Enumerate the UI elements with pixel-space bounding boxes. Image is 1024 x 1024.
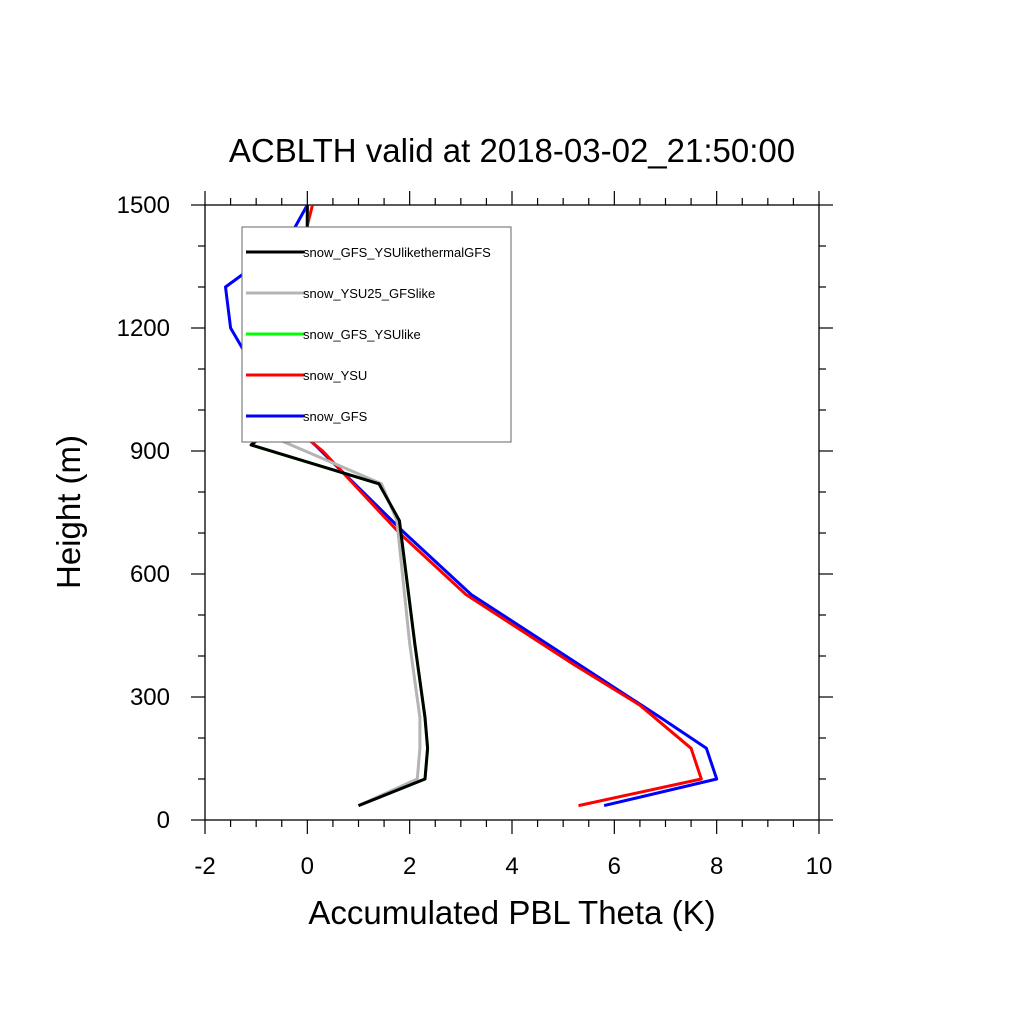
legend-label: snow_GFS_YSUlikethermalGFS (303, 245, 491, 260)
y-tick-label: 0 (157, 807, 170, 834)
legend: snow_GFS_YSUlikethermalGFS snow_YSU25_GFS… (241, 226, 512, 443)
x-tick-label: 10 (806, 853, 833, 880)
x-tick-label: 0 (301, 853, 314, 880)
y-tick-label: 300 (130, 684, 170, 711)
x-tick-label: 4 (505, 853, 518, 880)
legend-label: snow_GFS_YSUlike (303, 327, 421, 342)
axis-tick-labels: -2 0 2 4 6 8 10 0 300 600 900 1200 1500 (117, 192, 833, 880)
x-axis-label: Accumulated PBL Theta (K) (308, 894, 715, 931)
x-tick-label: -2 (194, 853, 215, 880)
series-line-snow_GFS (224, 204, 719, 808)
y-tick-label: 600 (130, 561, 170, 588)
x-tick-label: 2 (403, 853, 416, 880)
y-tick-label: 1200 (117, 315, 170, 342)
y-tick-label: 1500 (117, 192, 170, 219)
x-tick-label: 6 (608, 853, 621, 880)
y-tick-label: 900 (130, 438, 170, 465)
chart-title: ACBLTH valid at 2018-03-02_21:50:00 (229, 132, 795, 169)
y-axis-label: Height (m) (50, 435, 87, 589)
legend-label: snow_YSU (303, 368, 367, 383)
axis-ticks (191, 191, 833, 834)
legend-label: snow_YSU25_GFSlike (303, 286, 435, 301)
legend-label: snow_GFS (303, 409, 368, 424)
x-tick-label: 8 (710, 853, 723, 880)
